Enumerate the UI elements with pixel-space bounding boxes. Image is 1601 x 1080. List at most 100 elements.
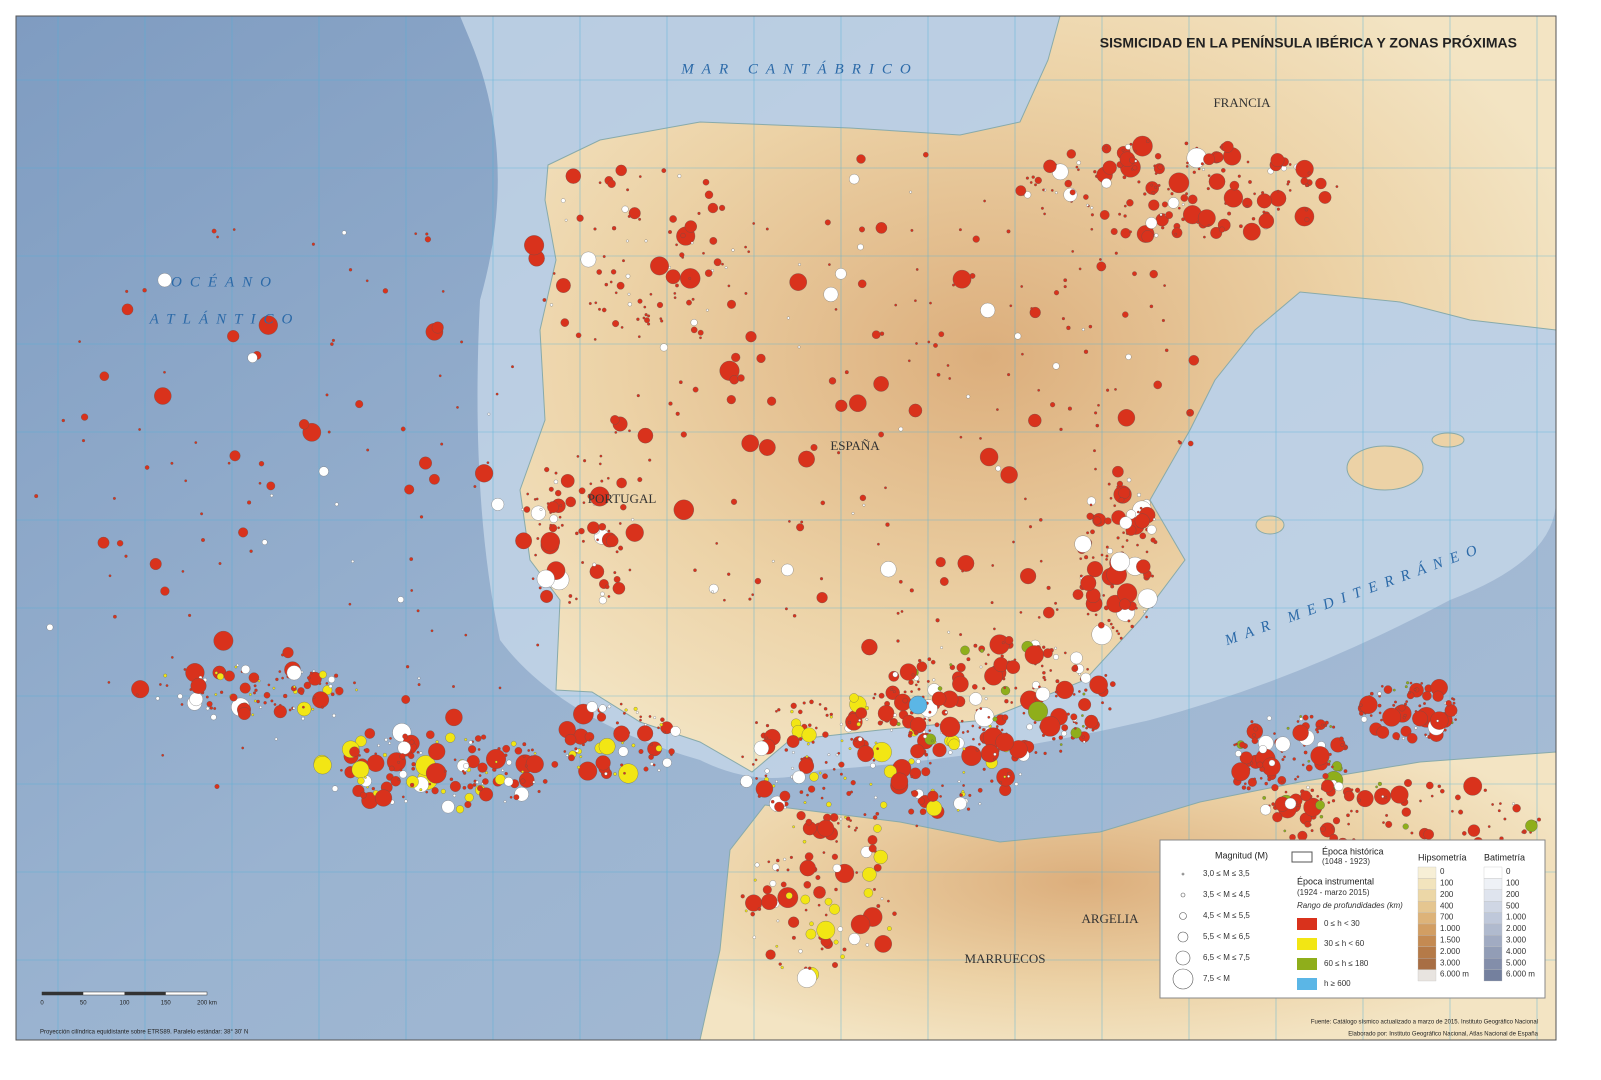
earthquake: [957, 555, 975, 572]
earthquake: [1050, 189, 1054, 192]
scale-bar: 0 50 100 150 200 km: [40, 991, 217, 1007]
earthquake: [1093, 516, 1102, 525]
earthquake: [635, 711, 639, 714]
earthquake: [547, 501, 559, 513]
earthquake: [474, 735, 482, 742]
earthquake: [544, 467, 550, 473]
earthquake: [583, 459, 587, 463]
earthquake: [473, 485, 477, 488]
earthquake: [933, 343, 938, 348]
legend-label: 700: [1440, 913, 1454, 922]
earthquake: [213, 707, 217, 710]
earthquake: [1380, 718, 1383, 722]
earthquake: [800, 894, 811, 905]
earthquake: [999, 781, 1003, 785]
earthquake: [1067, 406, 1072, 411]
earthquake: [479, 787, 494, 802]
earthquake: [829, 903, 840, 915]
earthquake: [1071, 250, 1075, 253]
earthquake: [1410, 831, 1414, 835]
earthquake: [661, 168, 667, 173]
earthquake: [780, 965, 784, 970]
earthquake: [1037, 388, 1041, 392]
earthquake: [1088, 324, 1093, 329]
earthquake: [388, 765, 395, 772]
earthquake: [606, 476, 610, 480]
earthquake: [835, 840, 838, 843]
earthquake: [1037, 616, 1041, 619]
earthquake: [1094, 411, 1098, 415]
earthquake: [288, 708, 292, 712]
earthquake: [503, 777, 514, 787]
earthquake: [928, 710, 932, 714]
earthquake: [327, 430, 331, 434]
earthquake: [829, 715, 833, 719]
earthquake: [1404, 702, 1407, 706]
earthquake: [979, 648, 984, 653]
earthquake: [872, 815, 878, 820]
earthquake: [639, 715, 643, 719]
earthquake: [1423, 829, 1434, 840]
earthquake: [1426, 781, 1434, 790]
earthquake: [1266, 715, 1272, 721]
earthquake: [1406, 733, 1418, 744]
earthquake: [1284, 797, 1297, 810]
earthquake: [859, 226, 865, 233]
earthquake: [1346, 813, 1350, 818]
earthquake: [1310, 829, 1314, 833]
earthquake: [790, 709, 794, 714]
earthquake: [910, 775, 914, 779]
earthquake: [1028, 525, 1033, 529]
earthquake: [1180, 194, 1189, 202]
earthquake: [581, 743, 585, 747]
earthquake: [1137, 588, 1158, 609]
earthquake: [675, 243, 678, 247]
earthquake: [292, 706, 296, 710]
earthquake: [456, 805, 464, 814]
earthquake: [850, 914, 871, 935]
legend-label: 6,5 < M ≤ 7,5: [1203, 953, 1250, 962]
earthquake: [847, 825, 851, 828]
earthquake: [1134, 513, 1150, 529]
earthquake: [1161, 318, 1165, 323]
earthquake: [237, 707, 251, 720]
earthquake: [638, 749, 644, 754]
earthquake: [263, 691, 271, 699]
earthquake: [1072, 693, 1076, 696]
earthquake: [170, 461, 174, 465]
earthquake: [1101, 701, 1104, 705]
earthquake: [131, 680, 150, 699]
earthquake: [865, 718, 869, 721]
earthquake: [1145, 181, 1159, 195]
earthquake: [1042, 648, 1053, 659]
earthquake: [1095, 423, 1100, 428]
earthquake: [1268, 759, 1276, 767]
earthquake: [1042, 645, 1046, 649]
earthquake: [814, 726, 818, 730]
earthquake: [754, 862, 760, 868]
earthquake: [1454, 718, 1457, 721]
earthquake: [857, 243, 864, 251]
earthquake: [301, 716, 305, 721]
earthquake: [549, 523, 553, 527]
legend-title: Magnitud (M): [1215, 850, 1268, 860]
earthquake: [1084, 688, 1088, 692]
earthquake: [1108, 707, 1112, 711]
earthquake: [618, 545, 624, 551]
hypsometry-swatch: [1417, 935, 1437, 947]
earthquake: [1315, 177, 1327, 190]
earthquake: [1151, 574, 1154, 578]
earthquake: [283, 693, 288, 699]
earthquake: [1294, 777, 1297, 781]
scale-segment: [124, 992, 166, 995]
earthquake: [1014, 782, 1019, 786]
earthquake: [297, 701, 312, 717]
earthquake: [409, 782, 415, 788]
earthquake: [598, 307, 601, 311]
earthquake: [910, 690, 913, 693]
earthquake: [311, 242, 315, 246]
earthquake: [565, 754, 569, 757]
earthquake: [837, 926, 843, 932]
earthquake: [1347, 822, 1350, 826]
earthquake: [875, 222, 888, 234]
